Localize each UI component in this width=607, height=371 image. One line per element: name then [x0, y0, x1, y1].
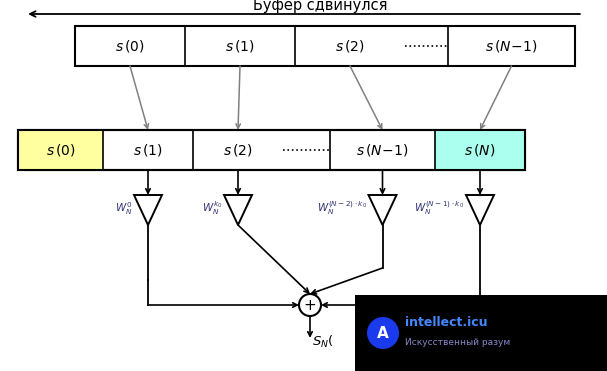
Text: $+$: $+$	[304, 298, 317, 312]
Text: Буфер сдвинулся: Буфер сдвинулся	[253, 0, 387, 13]
Text: $W_N^0$: $W_N^0$	[115, 200, 132, 217]
Circle shape	[367, 317, 399, 349]
Text: $s\,(0)$: $s\,(0)$	[46, 142, 75, 158]
Text: $s\,(N)$: $s\,(N)$	[464, 142, 496, 158]
Bar	[75, 26, 575, 66]
Text: $s\,(1)$: $s\,(1)$	[225, 38, 255, 54]
Text: $s\,(2)$: $s\,(2)$	[223, 142, 253, 158]
Text: $s\,(2)$: $s\,(2)$	[335, 38, 365, 54]
Circle shape	[299, 294, 321, 316]
Bar	[355, 295, 607, 371]
Text: $s\,(N\!-\!1)$: $s\,(N\!-\!1)$	[485, 38, 538, 54]
Text: $s\,(0)$: $s\,(0)$	[115, 38, 145, 54]
Text: Искусственный разум: Искусственный разум	[405, 338, 510, 347]
Bar	[18, 130, 525, 170]
Text: $W_N^{(N-1)\cdot k_0}$: $W_N^{(N-1)\cdot k_0}$	[414, 200, 464, 217]
Bar	[355, 295, 607, 371]
Text: $W_N^{k_0}$: $W_N^{k_0}$	[202, 200, 222, 217]
Text: $s\,(N\!-\!1)$: $s\,(N\!-\!1)$	[356, 142, 409, 158]
Bar	[18, 130, 103, 170]
Text: intellect.icu: intellect.icu	[405, 316, 487, 329]
Bar	[435, 130, 525, 170]
Text: A: A	[377, 325, 389, 341]
Text: $s\,(1)$: $s\,(1)$	[133, 142, 163, 158]
Bar	[18, 130, 525, 170]
Text: $S_N($: $S_N($	[312, 334, 334, 350]
Text: $W_N^{(N-2)\cdot k_0}$: $W_N^{(N-2)\cdot k_0}$	[316, 200, 367, 217]
